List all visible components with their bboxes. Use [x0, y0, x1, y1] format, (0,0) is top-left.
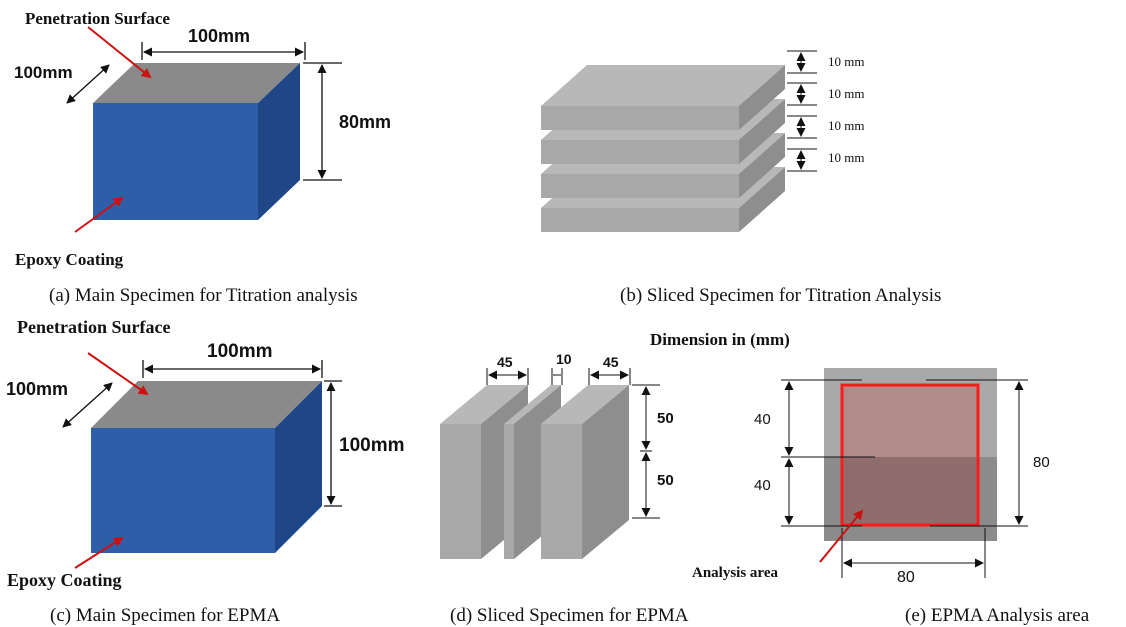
slice-1 — [541, 65, 785, 130]
panel-c: Penetration Surface 100mm 100mm 100mm Ep… — [6, 317, 405, 626]
penetration-surface-label: Penetration Surface — [25, 9, 170, 28]
analysis-area-label: Analysis area — [692, 565, 778, 581]
slice-thickness-label-1: 10 mm — [828, 54, 864, 69]
slice-thickness-label-3: 10 mm — [828, 118, 864, 133]
depth-dimension-line — [62, 382, 113, 428]
cube-side-face — [275, 381, 322, 553]
cube-top-face — [91, 381, 322, 428]
height-label: 100mm — [339, 435, 405, 456]
coating-pointer-arrow — [74, 196, 124, 233]
epma-height-label-1: 50 — [657, 410, 674, 427]
caption-e: (e) EPMA Analysis area — [905, 605, 1090, 626]
top-width-label: 100mm — [188, 26, 250, 46]
epma-width-dimensions — [486, 368, 631, 385]
top-width-label: 100mm — [207, 341, 273, 362]
analysis-right-label: 80 — [1033, 454, 1050, 471]
analysis-pointer-arrow — [819, 509, 864, 563]
slice-thickness-dimensions — [787, 50, 817, 172]
slice-thickness-label-2: 10 mm — [828, 86, 864, 101]
penetration-surface-label: Penetration Surface — [17, 317, 170, 337]
epma-height-label-2: 50 — [657, 472, 674, 489]
epma-slice-3 — [541, 385, 629, 559]
caption-a: (a) Main Specimen for Titration analysis — [49, 285, 358, 306]
dimension-note: Dimension in (mm) — [650, 330, 790, 349]
analysis-bottom-label: 80 — [897, 569, 915, 586]
epma-width-label-1: 45 — [497, 354, 513, 370]
caption-b: (b) Sliced Specimen for Titration Analys… — [620, 285, 941, 306]
surface-pointer-arrow — [87, 26, 152, 79]
caption-c: (c) Main Specimen for EPMA — [50, 605, 280, 626]
height-label: 80mm — [339, 112, 391, 132]
epma-width-label-2: 10 — [556, 351, 572, 367]
epma-width-label-3: 45 — [603, 354, 619, 370]
surface-pointer-arrow — [87, 352, 149, 396]
slice-thickness-label-4: 10 mm — [828, 150, 864, 165]
cube-side-face — [258, 63, 300, 220]
depth-label: 100mm — [6, 379, 68, 399]
analysis-area-box — [840, 383, 980, 527]
analysis-left-label-1: 40 — [754, 411, 771, 428]
panel-b: 10 mm 10 mm 10 mm 10 mm (b) Sliced Speci… — [541, 50, 941, 306]
depth-dimension-line — [66, 64, 110, 104]
analysis-area-upper — [842, 385, 978, 457]
analysis-area-lower — [842, 457, 978, 525]
analysis-left-label-2: 40 — [754, 477, 771, 494]
panel-a: Penetration Surface 100mm 100mm 80mm Epo… — [14, 9, 391, 306]
caption-d: (d) Sliced Specimen for EPMA — [450, 605, 689, 626]
panel-e: 40 40 80 80 Analysis area (e) EPMA Analy… — [692, 368, 1090, 626]
cube-front-face — [93, 103, 258, 220]
depth-label: 100mm — [14, 63, 73, 82]
cube-front-face — [91, 428, 275, 553]
coating-pointer-arrow — [74, 536, 124, 569]
epma-height-dimensions — [632, 384, 660, 519]
epoxy-coating-label: Epoxy Coating — [7, 570, 122, 590]
epoxy-coating-label: Epoxy Coating — [15, 250, 124, 269]
analysis-right-dimension — [926, 379, 1028, 527]
panel-d: Dimension in (mm) — [440, 330, 790, 626]
